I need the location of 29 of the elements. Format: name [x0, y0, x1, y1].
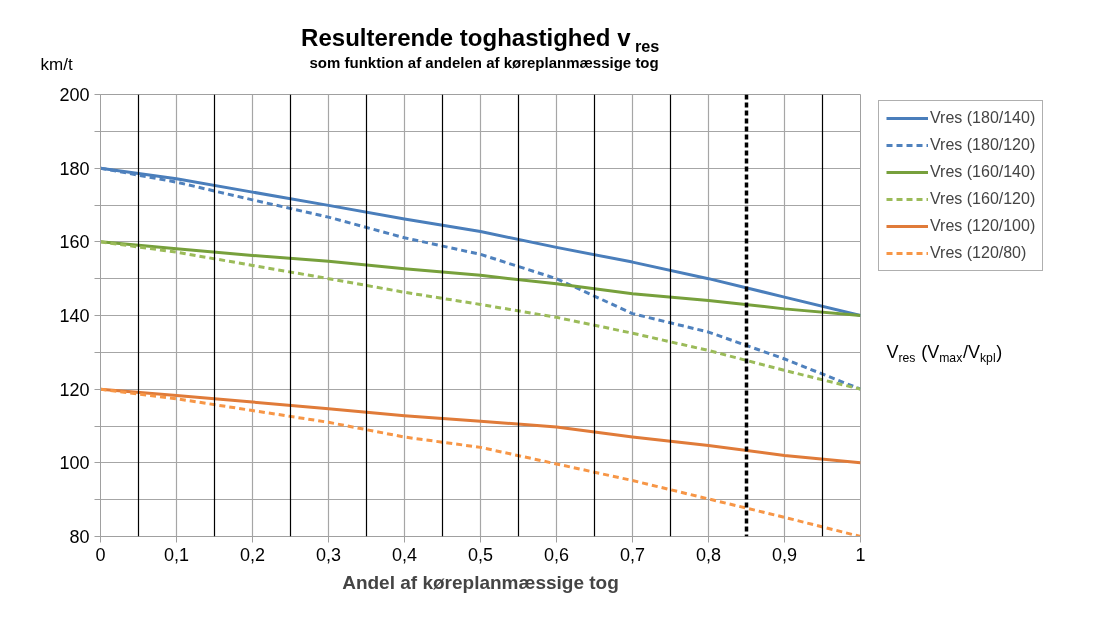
x-tick-label: 1 [855, 544, 866, 565]
y-tick-label: 180 [59, 158, 90, 179]
chart-subtitle: som funktion af andelen af køreplanmæssige tog [309, 54, 659, 71]
x-tick-label: 0 [95, 544, 106, 565]
y-tick-label: 200 [59, 85, 90, 105]
legend-label: Vres (120/100) [930, 217, 1036, 235]
y-tick-label: 160 [59, 232, 90, 253]
x-tick-label: 0,8 [695, 544, 722, 565]
x-tick-label: 0,5 [467, 544, 494, 565]
legend-label: Vres (180/140) [930, 109, 1036, 127]
line-series [100, 240, 861, 391]
x-axis-title: Andel af køreplanmæssige tog [342, 571, 619, 593]
x-tick-label: 0,6 [543, 544, 570, 565]
y-tick-label: 100 [59, 453, 90, 474]
legend-label: Vres (160/140) [930, 163, 1036, 181]
y-tick-label: 120 [59, 379, 90, 400]
y-axis-title: km/t [40, 55, 73, 74]
legend-label: Vres (180/120) [930, 136, 1036, 154]
y-tick-label: 140 [59, 306, 90, 326]
y-tick-label: 80 [69, 527, 90, 547]
x-tick-label: 0,7 [619, 544, 646, 565]
legend-label: Vres (120/80) [930, 244, 1027, 262]
line-series [100, 166, 861, 391]
x-tick-label: 0,3 [315, 544, 342, 565]
x-tick-label: 0,4 [391, 544, 418, 565]
legend-label: Vres (160/120) [930, 190, 1036, 208]
x-tick-label: 0,2 [239, 544, 266, 565]
x-tick-label: 0,9 [771, 544, 798, 565]
x-tick-label: 0,1 [163, 544, 190, 565]
